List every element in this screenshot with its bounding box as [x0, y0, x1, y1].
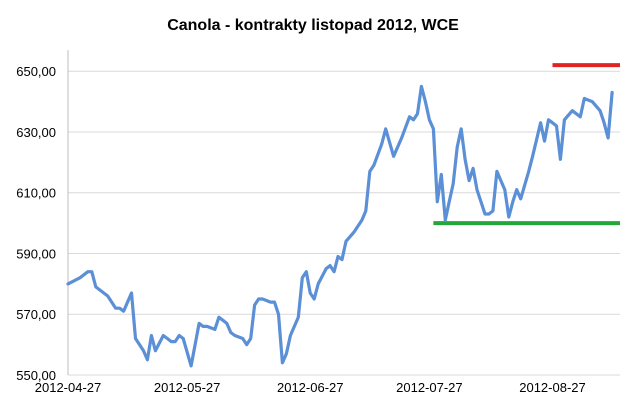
y-tick-label: 550,00 [16, 368, 56, 383]
x-tick-label: 2012-05-27 [154, 380, 221, 395]
y-tick-label: 570,00 [16, 307, 56, 322]
x-tick-label: 2012-04-27 [35, 380, 102, 395]
y-tick-label: 630,00 [16, 125, 56, 140]
series-line [66, 84, 614, 368]
x-axis: 2012-04-27 2012-05-27 2012-06-27 2012-07-27… [35, 380, 586, 395]
series-layer [66, 84, 614, 368]
y-axis: 550,00 570,00 590,00 610,00 630,00 650,00 [16, 64, 56, 383]
y-tick-label: 650,00 [16, 64, 56, 79]
reference-lines [433, 63, 620, 226]
y-tick-label: 610,00 [16, 186, 56, 201]
x-tick-label: 2012-08-27 [519, 380, 586, 395]
x-tick-label: 2012-06-27 [277, 380, 344, 395]
x-tick-label: 2012-07-27 [396, 380, 463, 395]
y-tick-label: 590,00 [16, 246, 56, 261]
chart-title: Canola - kontrakty listopad 2012, WCE [167, 17, 459, 34]
grid [67, 50, 620, 376]
